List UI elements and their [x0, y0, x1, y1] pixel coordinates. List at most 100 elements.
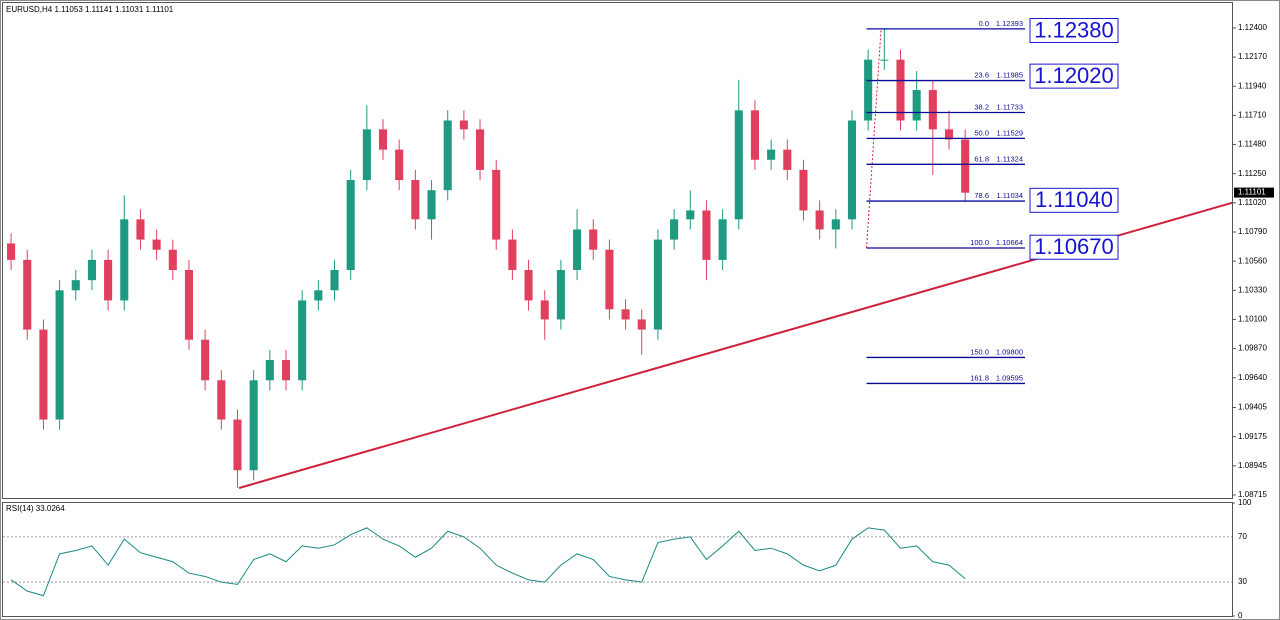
candle-body [508, 239, 517, 271]
candle-body [880, 59, 889, 61]
candle-body [39, 329, 48, 420]
candle-body [767, 149, 776, 160]
candle-body [783, 149, 792, 170]
price-box-label: 1.12380 [1034, 17, 1114, 42]
candle-body [152, 239, 161, 250]
y-tick-label: 1.09405 [1238, 403, 1267, 412]
candle-body [912, 90, 921, 121]
y-tick-label: 0 [1238, 611, 1243, 620]
candle-body [314, 290, 323, 301]
candle-body [120, 219, 129, 301]
fib-price-label: 1.11733 [996, 102, 1023, 111]
candle-body [799, 169, 808, 211]
y-tick-label: 1.10560 [1238, 256, 1267, 265]
candle-body [104, 259, 113, 301]
price-box [1029, 18, 1119, 43]
candle-body [864, 59, 873, 121]
candle-body [637, 319, 646, 330]
chart-title: EURUSD,H4 1.11053 1.11141 1.11031 1.1110… [6, 5, 174, 14]
y-tick-label: 1.10100 [1238, 315, 1267, 324]
rsi-line [10, 527, 966, 597]
candle-body [928, 90, 937, 130]
fib-price-label: 1.10664 [996, 238, 1023, 247]
fib-price-label: 1.09800 [996, 347, 1023, 356]
fib-price-label: 1.11985 [996, 71, 1023, 80]
candle-body [621, 309, 630, 320]
candle-body [492, 169, 501, 240]
price-box-label: 1.11040 [1035, 187, 1113, 212]
candle-body [702, 210, 711, 260]
candle-body [427, 190, 436, 220]
fib-ratio-label: 100.0 [970, 238, 989, 247]
rsi-title: RSI(14) 33.0264 [6, 504, 65, 513]
candle-body [281, 359, 291, 381]
candle-body [459, 120, 468, 130]
price-box [1029, 234, 1119, 260]
candle-body [718, 219, 727, 260]
candle-body [686, 210, 695, 220]
candle-body [443, 120, 452, 191]
candle-body [734, 110, 743, 220]
y-tick-label: 1.11020 [1238, 198, 1267, 207]
fib-ratio-label: 150.0 [970, 347, 989, 356]
candle-body [476, 129, 485, 170]
price-box [1029, 63, 1119, 89]
fib-ratio-label: 78.6 [974, 191, 989, 200]
candle-body [346, 180, 355, 271]
candle-body [605, 249, 614, 310]
fib-price-label: 1.09595 [996, 373, 1023, 382]
y-tick-label: 1.11250 [1238, 169, 1267, 178]
y-tick-label: 1.11940 [1238, 81, 1267, 90]
candle-body [847, 120, 857, 220]
y-tick-label: 1.08715 [1238, 490, 1267, 499]
candle-body [944, 129, 954, 140]
candle-body [55, 290, 64, 420]
y-tick-label: 1.12400 [1238, 23, 1267, 32]
y-tick-label: 1.11710 [1238, 111, 1267, 120]
y-tick-label: 1.09870 [1238, 344, 1267, 353]
fib-price-label: 1.11034 [996, 191, 1023, 200]
candle-body [670, 219, 679, 240]
y-tick-label: 30 [1238, 577, 1247, 586]
candle-body [7, 243, 16, 260]
candle-body [961, 139, 970, 193]
candle-body [589, 229, 598, 250]
y-tick-label: 1.09640 [1238, 373, 1267, 382]
fib-ratio-label: 50.0 [974, 128, 989, 137]
candle-body [23, 259, 32, 330]
fib-price-label: 1.12393 [996, 19, 1023, 28]
price-box [1029, 187, 1119, 213]
candle-body [815, 210, 824, 230]
candle-body [265, 359, 274, 381]
fib-ratio-label: 0.0 [979, 19, 989, 28]
y-tick-label: 1.10790 [1238, 227, 1267, 236]
price-panel [2, 2, 1233, 499]
fib-price-label: 1.11324 [996, 154, 1023, 163]
candle-body [330, 270, 339, 291]
candle-body [362, 129, 371, 181]
y-tick-label: 1.11480 [1238, 140, 1267, 149]
candle-body [524, 270, 533, 301]
candle-body [136, 219, 145, 240]
candle-body [540, 300, 549, 320]
fib-price-label: 1.11529 [996, 128, 1023, 137]
candle-body [233, 419, 242, 471]
last-price-box [1234, 187, 1274, 198]
y-tick-label: 1.10330 [1238, 285, 1267, 294]
candle-body [750, 110, 759, 160]
candle-body [378, 129, 388, 150]
candle-body [831, 219, 840, 230]
candle-body [411, 180, 420, 220]
candle-body [395, 149, 404, 181]
price-box-label: 1.10670 [1034, 234, 1114, 259]
rsi-panel [2, 502, 1233, 617]
candle-body [71, 280, 80, 291]
candle-body [653, 239, 662, 330]
fib-ratio-label: 161.8 [970, 373, 989, 382]
candle-body [556, 270, 565, 320]
candle-body [201, 339, 210, 381]
candle-body [896, 59, 905, 121]
price-box-label: 1.12020 [1034, 63, 1114, 88]
